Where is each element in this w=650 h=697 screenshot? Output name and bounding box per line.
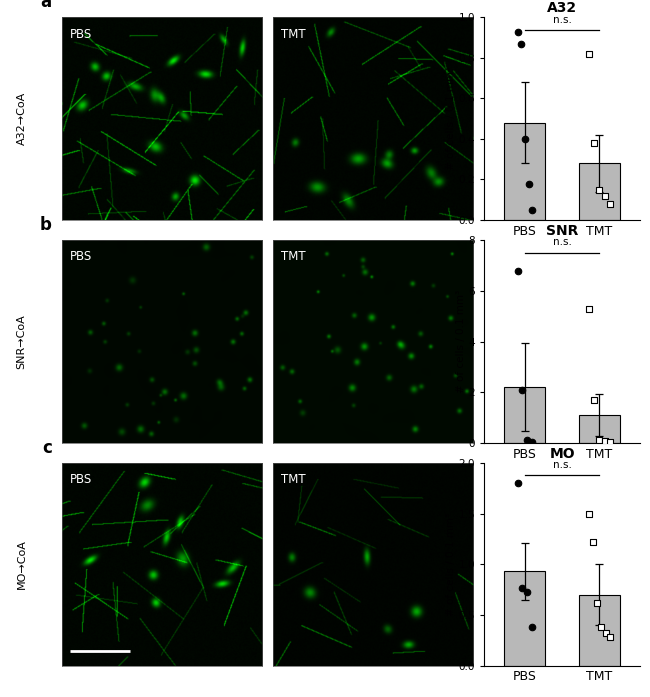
Text: n.s.: n.s. (552, 238, 571, 247)
Y-axis label: # of cells / 0.1 mm³: # of cells / 0.1 mm³ (456, 290, 465, 393)
Point (604, 631, 615, 643)
Text: PBS: PBS (70, 250, 92, 263)
Text: b: b (40, 216, 52, 234)
Point (599, 190, 610, 201)
Point (512, 265, 523, 276)
Bar (579, 415, 620, 443)
Text: n.s.: n.s. (552, 15, 571, 24)
Y-axis label: # of cells / 0.1 mm³: # of cells / 0.1 mm³ (446, 67, 456, 170)
Point (601, 627, 611, 638)
Point (594, 434, 604, 445)
Text: n.s.: n.s. (552, 460, 571, 470)
Text: SNR→CoA: SNR→CoA (17, 314, 27, 369)
Bar (504, 387, 545, 443)
Point (592, 597, 603, 608)
Point (517, 384, 528, 395)
Bar (579, 595, 620, 666)
Y-axis label: # of cells / 0.1 mm³: # of cells / 0.1 mm³ (446, 513, 456, 616)
Point (584, 303, 594, 314)
Point (512, 477, 523, 489)
Point (589, 395, 599, 406)
Bar (504, 123, 545, 220)
Title: A32: A32 (547, 1, 577, 15)
Point (599, 436, 610, 447)
Point (522, 586, 532, 597)
Point (584, 508, 594, 519)
Text: TMT: TMT (281, 473, 306, 487)
Title: MO: MO (549, 447, 575, 461)
Point (596, 622, 606, 633)
Point (604, 436, 615, 447)
Point (604, 198, 615, 209)
Point (589, 137, 599, 148)
Point (523, 178, 534, 189)
Bar (579, 163, 620, 220)
Point (527, 436, 538, 447)
Point (517, 582, 528, 593)
Text: c: c (42, 439, 52, 457)
Text: MO→CoA: MO→CoA (17, 539, 27, 589)
Text: TMT: TMT (281, 28, 306, 40)
Text: TMT: TMT (281, 250, 306, 263)
Point (520, 133, 530, 144)
Point (584, 48, 594, 59)
Text: PBS: PBS (70, 473, 92, 487)
Text: A32→CoA: A32→CoA (17, 92, 27, 146)
Point (522, 434, 532, 445)
Text: a: a (40, 0, 52, 11)
Point (516, 38, 526, 49)
Point (527, 622, 538, 633)
Bar (504, 572, 545, 666)
Title: SNR: SNR (546, 224, 578, 238)
Text: PBS: PBS (70, 28, 92, 40)
Point (588, 537, 598, 548)
Point (512, 26, 523, 37)
Point (594, 184, 604, 195)
Point (527, 204, 538, 215)
